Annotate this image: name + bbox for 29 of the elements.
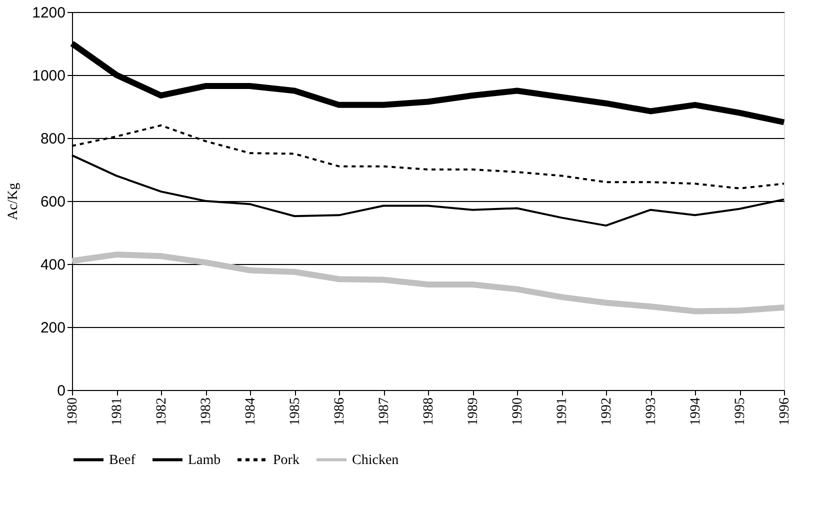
legend-label: Pork: [273, 452, 300, 468]
x-tick-label: 1981: [110, 398, 125, 426]
x-tick-label: 1989: [466, 398, 481, 426]
x-tick-label: 1984: [244, 398, 258, 426]
legend-label: Beef: [109, 452, 136, 468]
x-tick-label: 1988: [422, 398, 436, 426]
x-tick-label: 1992: [600, 398, 614, 426]
x-tick-label: 1991: [555, 398, 570, 426]
x-tick-label: 1996: [778, 398, 792, 426]
y-tick-label: 200: [40, 320, 66, 336]
x-tick-label: 1995: [733, 398, 748, 426]
x-tick-label: 1983: [199, 398, 214, 426]
x-tick-label: 1987: [377, 398, 392, 426]
x-tick-label: 1994: [688, 398, 704, 426]
x-tick-label: 1980: [66, 398, 80, 426]
x-tick-label: 1990: [510, 398, 526, 426]
y-axis-title: Ac/Kg: [6, 182, 22, 220]
y-tick-label: 400: [40, 256, 66, 274]
y-tick-label: 0: [57, 382, 66, 400]
y-tick-label: 800: [40, 130, 66, 148]
legend-label: Chicken: [352, 452, 399, 468]
x-tick-label: 1982: [154, 398, 170, 426]
y-tick-label: 1200: [32, 4, 66, 22]
x-tick-label: 1986: [332, 398, 348, 426]
y-tick-label: 600: [40, 194, 66, 210]
legend-label: Lamb: [188, 452, 221, 468]
x-tick-label: 1985: [288, 398, 303, 426]
x-tick-label: 1993: [644, 398, 659, 426]
y-tick-label: 1000: [32, 68, 66, 84]
